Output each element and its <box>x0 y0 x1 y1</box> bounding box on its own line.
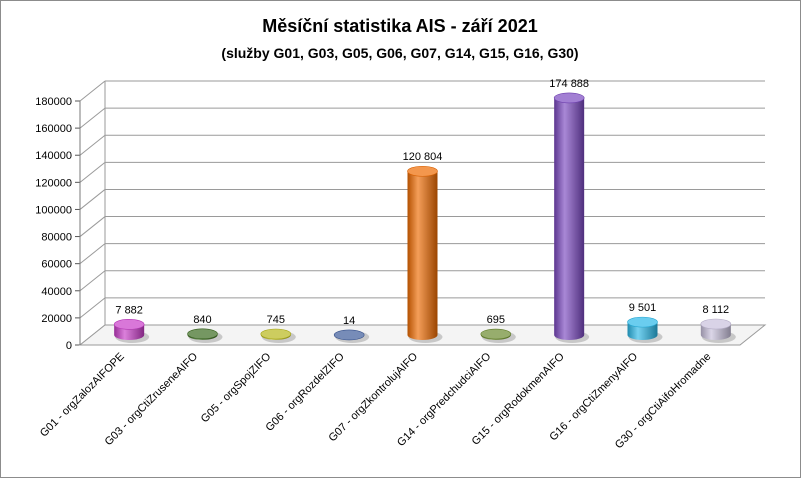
data-label: 14 <box>343 315 355 327</box>
bar-top <box>700 318 732 330</box>
y-tick-label: 100000 <box>35 204 72 216</box>
gridline-depth <box>79 216 106 237</box>
data-label: 9 501 <box>629 302 657 314</box>
bar-top <box>260 328 292 340</box>
bar-top <box>627 316 658 328</box>
bar-1 <box>113 319 150 343</box>
bar-8 <box>627 316 663 343</box>
bar-7 <box>553 92 590 343</box>
y-tick-label: 160000 <box>35 123 72 135</box>
bar-2 <box>187 328 223 343</box>
data-label: 120 804 <box>403 151 443 163</box>
y-tick-label: 180000 <box>35 96 72 108</box>
bar-top <box>333 329 365 341</box>
bar-top <box>187 328 218 340</box>
gridline-depth <box>79 189 106 210</box>
data-label: 8 112 <box>702 304 729 316</box>
data-label: 745 <box>267 314 285 326</box>
category-label: G06 - orgRozdelZIFO <box>264 350 348 434</box>
gridline-depth <box>79 270 106 292</box>
gridline-depth <box>79 80 106 102</box>
bar-6 <box>480 328 516 343</box>
y-tick-label: 80000 <box>41 232 72 244</box>
bar-body <box>407 171 438 340</box>
bar-top <box>480 328 512 340</box>
bar-top <box>553 92 585 104</box>
bar-9 <box>700 318 736 343</box>
data-label: 840 <box>193 314 211 326</box>
y-tick-label: 120000 <box>35 177 72 189</box>
category-label: G05 - orgSpojZIFO <box>199 350 274 425</box>
y-tick-label: 140000 <box>35 150 72 162</box>
data-label: 7 882 <box>115 304 143 316</box>
bar-3 <box>260 328 296 343</box>
gridline-depth <box>79 297 106 319</box>
bar-top <box>407 165 438 177</box>
gridline-depth <box>79 161 106 183</box>
bar-4 <box>333 329 370 343</box>
gridline-depth <box>79 134 106 156</box>
y-tick-label: 20000 <box>41 313 72 325</box>
category-label: G01 - orgZalozAIFOPE <box>38 351 127 440</box>
y-tick-label: 40000 <box>41 286 72 298</box>
chart-subtitle: (služby G01, G03, G05, G06, G07, G14, G1… <box>221 45 578 61</box>
data-label: 174 888 <box>549 78 589 90</box>
bar-5 <box>407 165 443 343</box>
y-tick-label: 60000 <box>41 259 72 271</box>
data-label: 695 <box>487 314 505 326</box>
gridline-depth <box>79 243 106 265</box>
bar-body <box>554 97 585 341</box>
chart-title: Měsíční statistika AIS - září 2021 <box>262 16 537 36</box>
y-tick-label: 0 <box>66 340 72 352</box>
gridline-depth <box>79 107 106 129</box>
bar-top <box>113 319 145 330</box>
